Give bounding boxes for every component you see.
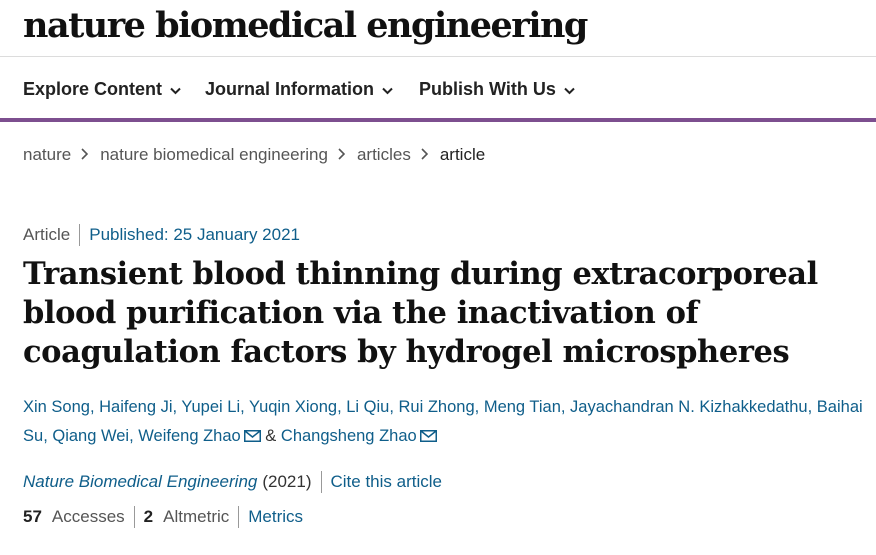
author-list: Xin Song, Haifeng Ji, Yupei Li, Yuqin Xi…	[23, 393, 868, 452]
author-separator: ,	[337, 398, 347, 416]
nav-item-label: Explore Content	[23, 79, 163, 99]
author-link[interactable]: Qiang Wei	[52, 427, 130, 445]
author-link[interactable]: Weifeng Zhao	[138, 427, 241, 445]
nav-accent-divider	[0, 118, 876, 122]
site-header: nature biomedical engineering	[0, 0, 876, 57]
breadcrumb-item-journal[interactable]: nature biomedical engineering	[100, 145, 328, 164]
altmetric-count: 2	[143, 507, 154, 526]
author-link[interactable]: Meng Tian	[483, 398, 561, 416]
cite-this-article-link[interactable]: Cite this article	[330, 472, 442, 491]
author-link[interactable]: Li Qiu	[346, 398, 390, 416]
breadcrumb-current: article	[439, 145, 486, 164]
author-separator: ,	[43, 427, 53, 445]
mail-icon[interactable]	[419, 423, 437, 452]
chevron-down-icon	[170, 79, 181, 100]
altmetric-label: Altmetric	[163, 507, 230, 526]
metrics-link[interactable]: Metrics	[248, 507, 304, 526]
article-meta: Article Published: 25 January 2021	[23, 224, 300, 246]
breadcrumb-item-nature[interactable]: nature	[23, 145, 72, 164]
author-link[interactable]: Baihai Su	[23, 398, 863, 445]
author-link[interactable]: Haifeng Ji	[99, 398, 173, 416]
journal-logo[interactable]: nature biomedical engineering	[23, 5, 588, 46]
chevron-right-icon	[338, 145, 346, 165]
nav-explore-content[interactable]: Explore Content	[23, 79, 181, 100]
author-separator: ,	[89, 398, 100, 416]
author-separator: ,	[807, 398, 817, 416]
publication-year: (2021)	[262, 472, 312, 491]
divider	[238, 506, 240, 528]
nav-journal-information[interactable]: Journal Information	[205, 79, 393, 100]
author-link[interactable]: Yupei Li	[181, 398, 241, 416]
article-metrics: 57 Accesses 2 Altmetric Metrics	[23, 506, 303, 528]
author-link[interactable]: Yuqin Xiong	[248, 398, 338, 416]
author-separator: ,	[474, 398, 484, 416]
journal-name-link[interactable]: Nature Biomedical Engineering	[23, 472, 258, 491]
citation-line: Nature Biomedical Engineering (2021) Cit…	[23, 471, 442, 493]
nav-item-label: Publish With Us	[419, 79, 556, 99]
nav-item-label: Journal Information	[205, 79, 375, 99]
mail-icon[interactable]	[243, 423, 261, 452]
divider	[320, 471, 322, 493]
accesses-count: 57	[23, 507, 42, 526]
author-link[interactable]: Rui Zhong	[398, 398, 475, 416]
divider	[133, 506, 135, 528]
chevron-right-icon	[421, 145, 428, 165]
breadcrumb: nature nature biomedical engineering art…	[23, 145, 485, 165]
chevron-down-icon	[382, 79, 393, 100]
article-title: Transient blood thinning during extracor…	[23, 256, 818, 370]
author-separator: ,	[129, 427, 139, 445]
author-separator: ,	[389, 398, 399, 416]
chevron-down-icon	[564, 79, 575, 100]
nav-publish-with-us[interactable]: Publish With Us	[419, 79, 575, 100]
article-type: Article	[23, 225, 71, 244]
author-separator: ,	[172, 398, 182, 416]
author-link[interactable]: Jayachandran N. Kizhakkedathu	[570, 398, 808, 416]
accesses-label: Accesses	[51, 507, 125, 526]
author-link[interactable]: Xin Song	[23, 398, 90, 416]
author-separator: ,	[560, 398, 571, 416]
author-conjunction: &	[265, 427, 277, 445]
chevron-right-icon	[81, 145, 89, 165]
author-link[interactable]: Changsheng Zhao	[280, 427, 417, 445]
author-separator: ,	[240, 398, 249, 416]
published-date: Published: 25 January 2021	[89, 225, 300, 244]
breadcrumb-item-articles[interactable]: articles	[356, 145, 411, 164]
divider	[79, 224, 81, 246]
